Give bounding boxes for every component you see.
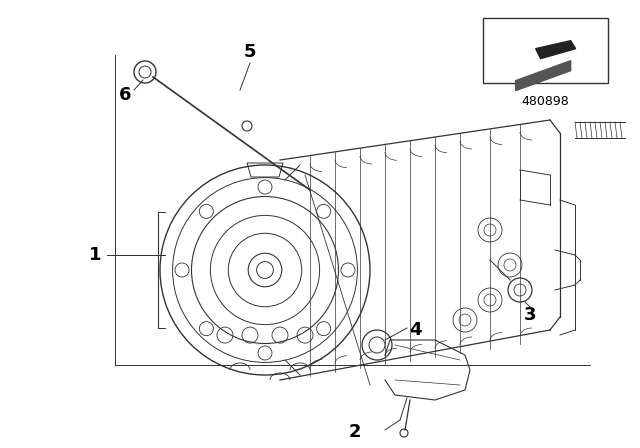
Text: 1: 1	[89, 246, 101, 264]
Text: 6: 6	[119, 86, 131, 104]
Text: 2: 2	[349, 423, 361, 441]
Text: 480898: 480898	[522, 95, 570, 108]
Text: 4: 4	[409, 321, 421, 339]
Text: 5: 5	[244, 43, 256, 61]
Text: 3: 3	[524, 306, 536, 324]
Polygon shape	[536, 41, 575, 59]
Polygon shape	[516, 60, 571, 90]
Bar	[483, 18, 608, 83]
